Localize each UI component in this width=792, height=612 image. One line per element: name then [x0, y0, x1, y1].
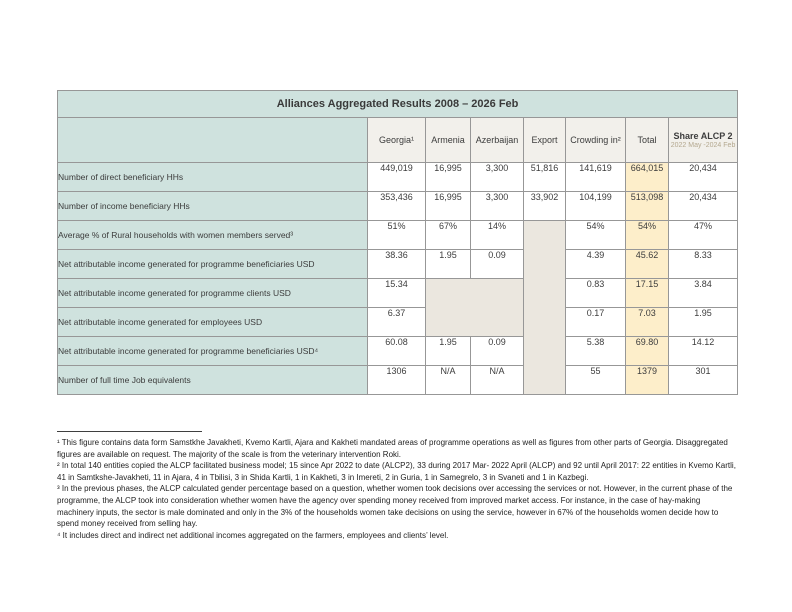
cell-share-alcp2: 301	[667, 365, 739, 395]
cell-azerbaijan: N/A	[470, 365, 524, 395]
footnote-4: ⁴ It includes direct and indirect net ad…	[57, 530, 449, 540]
cell-total: 54%	[625, 220, 669, 250]
cell-armenia: 1.95	[425, 249, 471, 279]
cell-azerbaijan: 3,300	[470, 191, 524, 221]
footnotes: ¹ This figure contains data form Samstkh…	[57, 437, 739, 541]
cell-share-alcp2: 47%	[667, 220, 739, 250]
table-row-rural-households-women: Average % of Rural households with women…	[57, 220, 739, 395]
cell-crowding-in: 141,619	[565, 162, 626, 192]
cell-georgia: 51%	[367, 220, 426, 250]
cell-crowding-in: 4.39	[565, 249, 626, 279]
col-header-share-alcp2: Share ALCP 2 2022 May -2024 Feb	[667, 117, 739, 163]
column-header-row: Georgia¹ Armenia Azerbaijan Export Crowd…	[57, 117, 739, 163]
col-header-georgia: Georgia¹	[367, 117, 426, 163]
row-label: Number of income beneficiary HHs	[57, 191, 368, 221]
table-row-job-equivalents: Number of full time Job equivalents 1306…	[57, 365, 739, 395]
cell-total: 7.03	[625, 307, 669, 337]
footnote-separator	[57, 431, 202, 432]
table-row-income-employees-usd: Net attributable income generated for em…	[57, 307, 739, 337]
cell-azerbaijan: 14%	[470, 220, 524, 250]
row-label: Net attributable income generated for em…	[57, 307, 368, 337]
row-label: Net attributable income generated for pr…	[57, 278, 368, 308]
table-row-direct-beneficiary-hhs: Number of direct beneficiary HHs 449,019…	[57, 162, 739, 192]
table-row-income-beneficiary-hhs: Number of income beneficiary HHs 353,436…	[57, 191, 739, 221]
row-label: Number of full time Job equivalents	[57, 365, 368, 395]
cell-total: 664,015	[625, 162, 669, 192]
cell-total: 17.15	[625, 278, 669, 308]
col-header-total: Total	[625, 117, 669, 163]
cell-georgia: 6.37	[367, 307, 426, 337]
results-table: Alliances Aggregated Results 2008 – 2026…	[56, 90, 739, 395]
cell-georgia: 15.34	[367, 278, 426, 308]
cell-azerbaijan: 0.09	[470, 336, 524, 366]
table-title-row: Alliances Aggregated Results 2008 – 2026…	[56, 90, 739, 118]
table-row-income-beneficiaries-usd-4: Net attributable income generated for pr…	[57, 336, 739, 366]
share-alcp2-period: 2022 May -2024 Feb	[670, 142, 736, 149]
cell-share-alcp2: 3.84	[667, 278, 739, 308]
cell-armenia: 67%	[425, 220, 471, 250]
cell-share-alcp2: 1.95	[667, 307, 739, 337]
col-header-azerbaijan: Azerbaijan	[470, 117, 524, 163]
cell-armenia-azerbaijan-blank	[425, 278, 524, 337]
cell-georgia: 60.08	[367, 336, 426, 366]
cell-armenia: 1.95	[425, 336, 471, 366]
table-title: Alliances Aggregated Results 2008 – 2026…	[56, 90, 739, 118]
col-header-export: Export	[523, 117, 566, 163]
cell-share-alcp2: 14.12	[667, 336, 739, 366]
cell-georgia: 353,436	[367, 191, 426, 221]
cell-crowding-in: 104,199	[565, 191, 626, 221]
cell-crowding-in: 0.83	[565, 278, 626, 308]
cell-total: 513,098	[625, 191, 669, 221]
cell-export: 33,902	[523, 191, 566, 221]
cell-azerbaijan: 3,300	[470, 162, 524, 192]
cell-armenia: 16,995	[425, 162, 471, 192]
row-label: Net attributable income generated for pr…	[57, 336, 368, 366]
cell-crowding-in: 0.17	[565, 307, 626, 337]
footnote-3: ³ In the previous phases, the ALCP calcu…	[57, 484, 733, 529]
cell-total: 69.80	[625, 336, 669, 366]
cell-crowding-in: 5.38	[565, 336, 626, 366]
cell-share-alcp2: 8.33	[667, 249, 739, 279]
cell-crowding-in: 54%	[565, 220, 626, 250]
cell-armenia: 16,995	[425, 191, 471, 221]
cell-export: 51,816	[523, 162, 566, 192]
cell-azerbaijan: 0.09	[470, 249, 524, 279]
cell-georgia: 449,019	[367, 162, 426, 192]
col-header-crowding-in: Crowding in²	[565, 117, 626, 163]
table-row-income-clients-usd: Net attributable income generated for pr…	[57, 278, 739, 337]
row-label: Number of direct beneficiary HHs	[57, 162, 368, 192]
corner-cell	[57, 117, 368, 163]
cell-georgia: 1306	[367, 365, 426, 395]
cell-total: 45.62	[625, 249, 669, 279]
col-header-armenia: Armenia	[425, 117, 471, 163]
row-label: Net attributable income generated for pr…	[57, 249, 368, 279]
table-row-income-beneficiaries-usd: Net attributable income generated for pr…	[57, 249, 739, 279]
cell-export-blank	[523, 220, 566, 395]
cell-share-alcp2: 20,434	[667, 162, 739, 192]
share-alcp2-label: Share ALCP 2	[673, 131, 733, 141]
cell-georgia: 38.36	[367, 249, 426, 279]
cell-total: 1379	[625, 365, 669, 395]
row-label: Average % of Rural households with women…	[57, 220, 368, 250]
footnote-1: ¹ This figure contains data form Samstkh…	[57, 438, 728, 459]
cell-share-alcp2: 20,434	[667, 191, 739, 221]
cell-crowding-in: 55	[565, 365, 626, 395]
footnote-2: ² In total 140 entities copied the ALCP …	[57, 461, 736, 482]
cell-armenia: N/A	[425, 365, 471, 395]
